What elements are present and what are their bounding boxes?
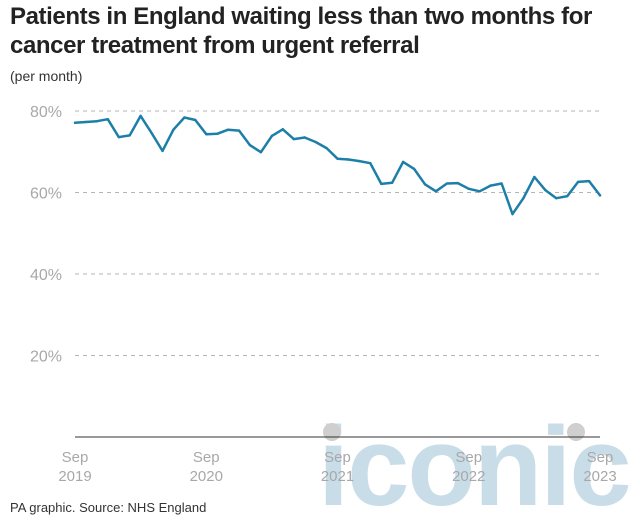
data-point — [270, 134, 274, 138]
x-tick-month: Sep — [193, 449, 220, 466]
data-point — [172, 128, 175, 131]
unit-label: (per month) — [10, 68, 83, 84]
data-point — [598, 194, 602, 197]
data-point — [587, 179, 591, 183]
data-point — [565, 194, 569, 198]
chart-title: Patients in England waiting less than tw… — [10, 3, 592, 59]
data-point — [576, 180, 580, 184]
data-point — [412, 167, 416, 171]
data-point — [336, 157, 339, 160]
x-tick-month: Sep — [587, 449, 614, 466]
data-point — [522, 197, 525, 200]
x-tick-label: Sep 2021 — [321, 449, 354, 485]
x-tick-label: Sep 2023 — [583, 449, 616, 485]
data-point — [226, 128, 230, 131]
data-point — [139, 114, 142, 118]
x-tick-year: 2022 — [452, 468, 485, 485]
data-point — [281, 128, 285, 131]
data-point — [555, 197, 558, 200]
data-point — [259, 150, 263, 154]
data-point — [445, 182, 449, 185]
x-tick-label: Sep 2019 — [58, 449, 91, 485]
data-point — [456, 181, 460, 185]
data-point — [369, 161, 372, 165]
data-point — [248, 144, 252, 147]
y-tick-label: 80% — [30, 104, 62, 121]
data-point — [183, 116, 186, 119]
x-tick-label: Sep 2022 — [452, 449, 485, 485]
x-tick-month: Sep — [62, 449, 89, 466]
data-point — [489, 184, 492, 187]
data-point — [533, 175, 536, 179]
data-point — [478, 190, 481, 193]
data-point — [434, 190, 438, 193]
data-point — [544, 188, 547, 192]
source-note: PA graphic. Source: NHS England — [10, 500, 207, 515]
y-axis: 80% 60% 40% 20% — [30, 104, 62, 366]
data-point — [84, 120, 88, 124]
data-point — [117, 135, 120, 139]
data-point — [423, 183, 427, 186]
x-tick-year: 2020 — [190, 468, 223, 485]
gridlines — [75, 110, 600, 356]
x-tick-month: Sep — [324, 449, 351, 466]
x-tick-year: 2021 — [321, 468, 354, 485]
x-tick-label: Sep 2020 — [190, 449, 223, 485]
watermark-text: iconic — [318, 404, 630, 521]
data-point — [303, 136, 306, 139]
data-point — [128, 134, 131, 137]
y-tick-label: 20% — [30, 349, 62, 366]
data-point — [380, 182, 383, 186]
data-point — [358, 159, 361, 163]
y-tick-label: 60% — [30, 186, 62, 203]
x-tick-month: Sep — [455, 449, 482, 466]
data-point — [150, 131, 153, 135]
data-point — [161, 149, 164, 153]
data-point — [237, 129, 241, 132]
data-point — [390, 181, 394, 184]
series-group — [73, 114, 602, 216]
watermark-logo: iconic — [318, 404, 632, 521]
watermark-dot — [323, 423, 341, 441]
x-axis: Sep 2019 Sep 2020 Sep 2021 Sep 2022 Sep 2023 — [58, 449, 616, 485]
data-point — [511, 212, 514, 216]
y-tick-label: 40% — [30, 267, 62, 284]
data-point — [500, 182, 503, 185]
data-point — [314, 140, 317, 144]
x-tick-year: 2019 — [58, 468, 91, 485]
data-point — [347, 158, 350, 161]
data-point — [292, 137, 295, 141]
x-tick-year: 2023 — [583, 468, 616, 485]
data-point — [401, 160, 405, 164]
data-point — [215, 132, 219, 136]
data-point — [106, 117, 110, 121]
data-point — [467, 187, 470, 191]
data-point — [325, 146, 328, 150]
data-point — [205, 133, 208, 136]
series-line — [73, 114, 602, 216]
watermark-dot — [567, 423, 585, 441]
data-point — [95, 119, 99, 123]
data-point — [194, 118, 197, 122]
data-point — [73, 121, 77, 125]
